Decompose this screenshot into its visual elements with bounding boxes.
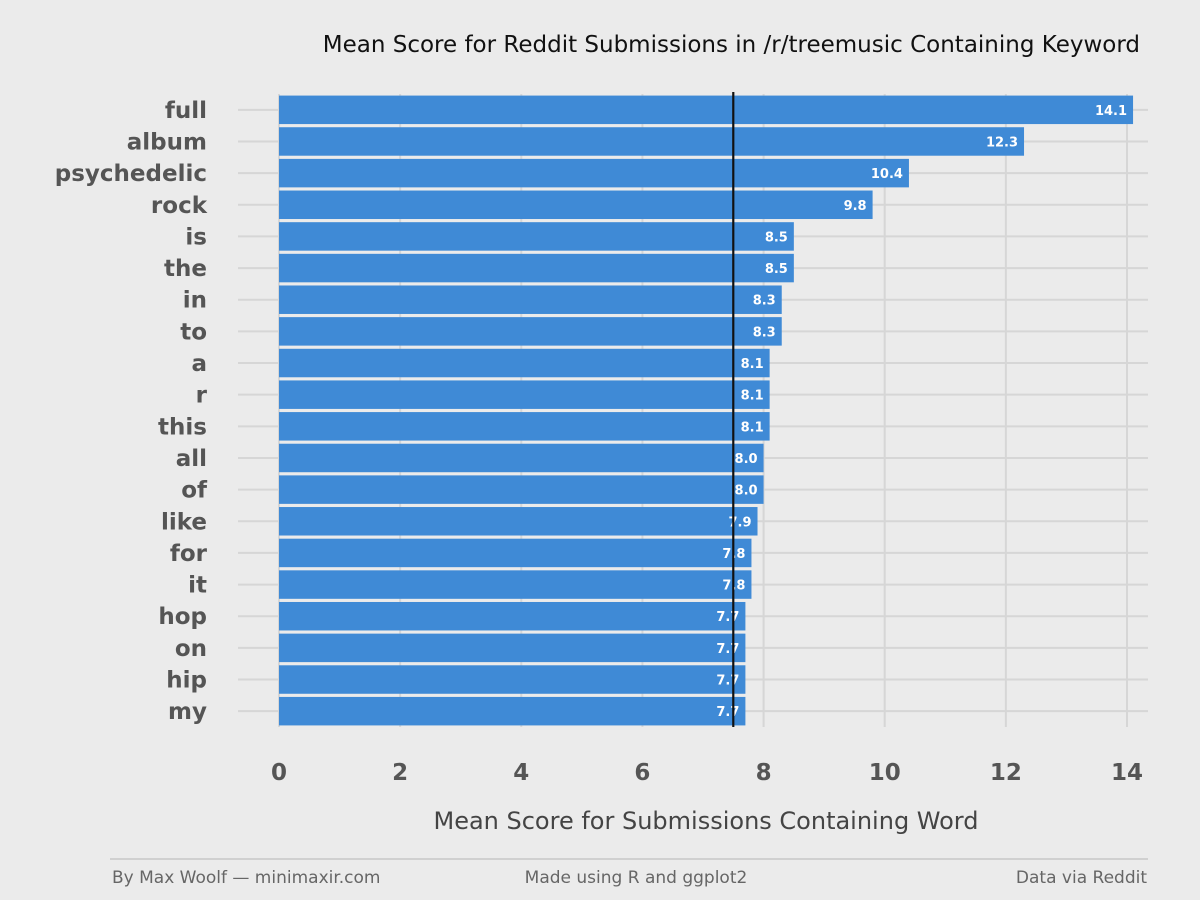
x-tick-label: 12 <box>990 760 1022 786</box>
bar-value-label: 8.5 <box>765 262 788 277</box>
category-label: is <box>185 224 207 250</box>
bar-value-label: 9.8 <box>844 199 867 214</box>
bar <box>279 601 746 631</box>
category-label: all <box>176 446 207 472</box>
category-label: a <box>191 351 207 377</box>
category-label: my <box>168 699 207 725</box>
footer-credit: By Max Woolf — minimaxir.com <box>112 868 381 888</box>
footer-source: Data via Reddit <box>1016 868 1147 888</box>
bar <box>279 222 794 251</box>
bar <box>279 253 794 283</box>
category-label: this <box>158 414 207 440</box>
category-label: like <box>161 509 207 535</box>
bar-value-label: 8.3 <box>753 294 776 309</box>
bar <box>279 696 746 726</box>
bar <box>279 475 764 504</box>
category-label: on <box>175 636 207 662</box>
x-tick-label: 6 <box>634 760 650 786</box>
category-label: of <box>181 478 208 504</box>
x-tick-label: 0 <box>271 760 287 786</box>
category-labels: full album psychedelic rock is the in to ar this a… <box>55 98 208 725</box>
category-label: it <box>188 573 207 599</box>
bar-value-label: 7.7 <box>716 642 739 657</box>
bar <box>279 348 770 378</box>
bar-value-label: 7.9 <box>728 515 751 530</box>
category-label: hip <box>166 668 207 694</box>
footer-tools: Made using R and ggplot2 <box>525 868 748 888</box>
category-label: for <box>170 541 208 567</box>
category-label: rock <box>151 193 208 219</box>
category-label: full <box>165 98 207 124</box>
bars <box>279 95 1134 726</box>
bar <box>279 158 909 188</box>
bar <box>279 95 1134 125</box>
bar-value-label: 12.3 <box>986 135 1018 150</box>
bar-value-label: 7.7 <box>716 610 739 625</box>
bar-value-label: 8.1 <box>741 389 764 404</box>
x-tick-label: 14 <box>1111 760 1143 786</box>
bar <box>279 443 764 473</box>
bar-value-label: 14.1 <box>1095 104 1127 119</box>
category-label: to <box>180 319 207 345</box>
bar-value-label: 8.1 <box>741 420 764 435</box>
category-label: in <box>183 288 207 314</box>
x-tick-labels: 0 2 4 6 8 10 12 14 <box>271 760 1143 786</box>
x-tick-label: 4 <box>513 760 529 786</box>
bar <box>279 380 770 409</box>
bar <box>279 127 1025 156</box>
bar-value-label: 10.4 <box>871 167 903 182</box>
category-label: hop <box>158 604 207 630</box>
bar-value-label: 8.0 <box>735 452 758 467</box>
bar <box>279 570 752 599</box>
bar-value-label: 8.5 <box>765 230 788 245</box>
bar-value-label: 7.7 <box>716 674 739 689</box>
bar <box>279 190 873 220</box>
category-label: album <box>127 129 207 155</box>
bar <box>279 412 770 441</box>
category-label: the <box>164 256 207 282</box>
bar <box>279 665 746 694</box>
bar-value-label: 7.7 <box>716 705 739 720</box>
bar <box>279 538 752 568</box>
bar-value-label: 8.0 <box>735 484 758 499</box>
x-tick-label: 8 <box>756 760 772 786</box>
category-label: psychedelic <box>55 161 207 187</box>
category-label: r <box>196 383 208 409</box>
bar <box>279 507 758 536</box>
bar-value-label: 8.1 <box>741 357 764 372</box>
chart-title: Mean Score for Reddit Submissions in /r/… <box>323 32 1140 58</box>
bar <box>279 633 746 663</box>
x-tick-label: 2 <box>392 760 408 786</box>
bar <box>279 285 782 314</box>
x-axis-label: Mean Score for Submissions Containing Wo… <box>433 807 978 835</box>
x-tick-label: 10 <box>869 760 901 786</box>
bar <box>279 317 782 346</box>
bar-value-label: 8.3 <box>753 325 776 340</box>
